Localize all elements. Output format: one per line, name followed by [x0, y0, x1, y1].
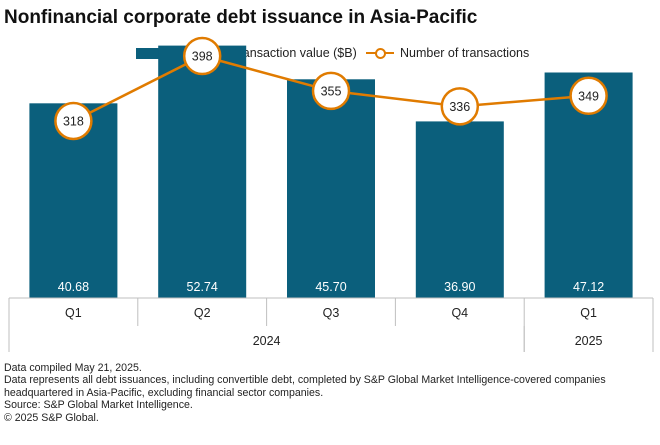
transactions-label-3: 355 [321, 84, 342, 98]
bar-value-label-2: 52.74 [187, 280, 218, 294]
transactions-marker-5 [569, 76, 608, 116]
bar-value-label-4: 36.90 [444, 280, 475, 294]
transactions-label-4: 336 [449, 100, 470, 114]
chart-notes: Data compiled May 21, 2025. Data represe… [4, 362, 658, 424]
legend-line-swatch [366, 46, 394, 60]
bar-4 [415, 121, 504, 299]
category-label-5: Q1 [580, 306, 597, 320]
transactions-label-2: 398 [192, 49, 213, 63]
transactions-marker-1 [54, 101, 93, 141]
note-source: Source: S&P Global Market Intelligence. [4, 399, 193, 412]
transactions-marker-2 [182, 36, 222, 76]
category-label-3: Q3 [323, 306, 340, 320]
legend-line-label: Number of transactions [400, 46, 530, 60]
transactions-label-1: 318 [63, 114, 84, 128]
chart-plot: 40.68 52.74 45.70 36.90 47.12 Q1 Q2 Q3 Q4 Q1 2024 2… [8, 36, 654, 352]
bar-value-label-3: 45.70 [315, 280, 346, 294]
chart-title: Nonfinancial corporate debt issuance in … [4, 7, 478, 28]
category-label-2: Q2 [194, 306, 211, 320]
legend-item-line: Number of transactions [366, 46, 529, 60]
transactions-marker-3 [311, 71, 351, 111]
bar-value-label-1: 40.68 [58, 280, 89, 294]
bar-3 [287, 79, 375, 299]
category-label-1: Q1 [65, 306, 82, 320]
transactions-label-5: 349 [578, 89, 599, 103]
note-copyright: © 2025 S&P Global. [4, 411, 99, 424]
group-label-2: 2025 [575, 334, 603, 348]
legend-bar-swatch [136, 47, 168, 59]
bar-2 [158, 45, 247, 299]
bar-value-label-5: 47.12 [573, 280, 604, 294]
transactions-marker-4 [440, 87, 480, 126]
group-label-1: 2024 [253, 334, 281, 348]
category-label-4: Q4 [451, 306, 468, 320]
note-description: Data represents all debt issuances, incl… [4, 374, 606, 399]
note-compiled: Data compiled May 21, 2025. [4, 362, 142, 374]
